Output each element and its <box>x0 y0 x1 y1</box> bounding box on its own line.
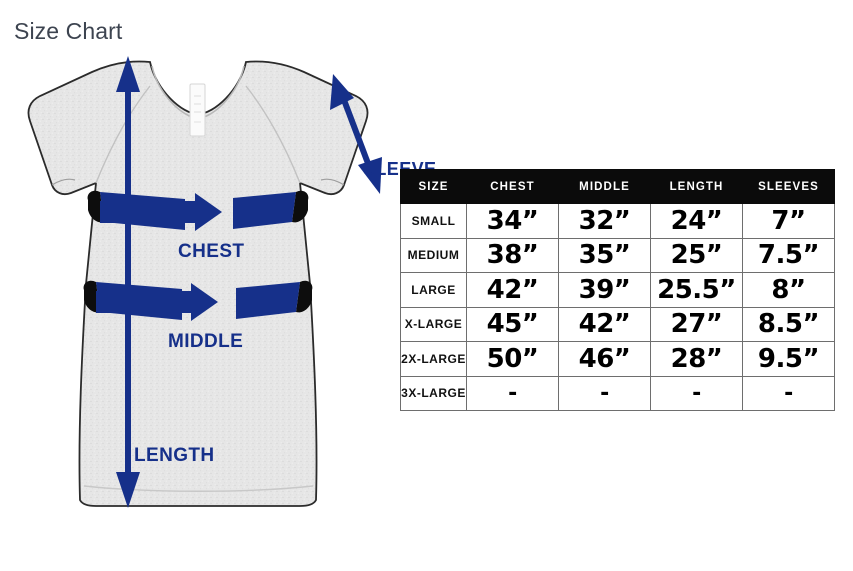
sleeve-arrow <box>330 74 382 194</box>
column-header-length: LENGTH <box>650 169 743 204</box>
cell-sleeves: 9.5” <box>742 341 835 377</box>
cell-length: - <box>650 375 743 411</box>
page-title: Size Chart <box>14 18 123 44</box>
table-row: X-LARGE 45” 42” 27” 8.5” <box>400 306 835 342</box>
cell-middle: 35” <box>558 237 651 273</box>
cell-chest: - <box>466 375 559 411</box>
cell-sleeves: - <box>742 375 835 411</box>
cell-middle: - <box>558 375 651 411</box>
cell-chest: 50” <box>466 341 559 377</box>
length-label: LENGTH <box>134 445 215 466</box>
cell-size: MEDIUM <box>400 237 467 273</box>
cell-middle: 32” <box>558 203 651 239</box>
cell-middle: 46” <box>558 341 651 377</box>
cell-length: 25” <box>650 237 743 273</box>
table-body: SMALL 34” 32” 24” 7” MEDIUM 38” 35” 25” … <box>400 203 835 411</box>
cell-chest: 45” <box>466 306 559 342</box>
cell-size: 3X-LARGE <box>400 375 467 411</box>
cell-length: 27” <box>650 306 743 342</box>
table-row: 3X-LARGE - - - - <box>400 375 835 411</box>
cell-middle: 42” <box>558 306 651 342</box>
cell-length: 28” <box>650 341 743 377</box>
cell-size: 2X-LARGE <box>400 341 467 377</box>
cell-length: 24” <box>650 203 743 239</box>
neck-tag-icon <box>189 83 206 137</box>
table-row: MEDIUM 38” 35” 25” 7.5” <box>400 237 835 273</box>
shirt-body <box>27 60 369 507</box>
table-row: 2X-LARGE 50” 46” 28” 9.5” <box>400 341 835 377</box>
table-header-row: SIZE CHEST MIDDLE LENGTH SLEEVES <box>400 169 835 204</box>
cell-sleeves: 8” <box>742 272 835 308</box>
cell-size: LARGE <box>400 272 467 308</box>
middle-label: MIDDLE <box>168 331 244 352</box>
cell-sleeves: 7” <box>742 203 835 239</box>
table-row: LARGE 42” 39” 25.5” 8” <box>400 272 835 308</box>
cell-chest: 34” <box>466 203 559 239</box>
cell-size: SMALL <box>400 203 467 239</box>
size-table-container: SIZE CHEST MIDDLE LENGTH SLEEVES SMALL 3… <box>400 169 835 411</box>
cell-length: 25.5” <box>650 272 743 308</box>
table-row: SMALL 34” 32” 24” 7” <box>400 203 835 239</box>
cell-sleeves: 8.5” <box>742 306 835 342</box>
cell-size: X-LARGE <box>400 306 467 342</box>
cell-chest: 42” <box>466 272 559 308</box>
cell-sleeves: 7.5” <box>742 237 835 273</box>
cell-middle: 39” <box>558 272 651 308</box>
length-arrow <box>116 56 140 508</box>
column-header-middle: MIDDLE <box>558 169 651 204</box>
column-header-chest: CHEST <box>466 169 559 204</box>
chest-label: CHEST <box>178 241 245 262</box>
cell-chest: 38” <box>466 237 559 273</box>
size-table: SIZE CHEST MIDDLE LENGTH SLEEVES SMALL 3… <box>400 169 835 411</box>
column-header-sleeves: SLEEVES <box>742 169 835 204</box>
tshirt-diagram: CHEST MIDDLE LENGTH SLEEVE <box>0 52 436 522</box>
column-header-size: SIZE <box>400 169 467 204</box>
tshirt-illustration <box>27 56 382 508</box>
